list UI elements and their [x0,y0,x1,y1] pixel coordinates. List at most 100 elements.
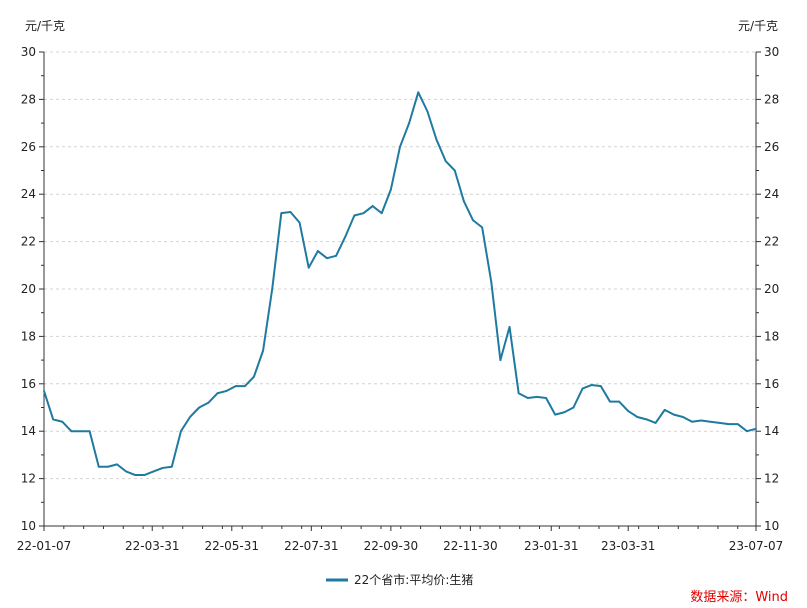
data-point [663,408,666,411]
data-point [654,422,657,424]
y-tick-label: 16 [764,377,779,391]
y-tick-label: 18 [764,329,779,343]
data-point [88,430,91,433]
data-point [280,212,283,215]
y-tick-label: 12 [21,472,36,486]
data-point [463,200,465,203]
data-point [362,212,365,215]
data-point [207,401,210,404]
data-point [116,463,118,466]
data-point [572,406,575,409]
data-point [326,257,328,260]
data-point [727,423,730,425]
y-tick-label: 14 [764,424,779,438]
data-point [554,413,557,416]
data-point [152,470,155,473]
source-note: 数据来源：Wind [690,590,788,605]
y-tick-label: 26 [764,140,779,154]
x-tick-label: 22-07-31 [284,539,338,553]
y-tick-label: 28 [764,92,779,106]
y-tick-label: 22 [21,235,36,249]
data-point [70,430,73,433]
data-point [298,221,301,224]
data-point [134,474,137,476]
y-tick-label: 26 [21,140,36,154]
data-point [490,280,493,283]
data-point [526,397,529,399]
data-point [636,416,639,418]
data-point [590,384,593,386]
x-tick-label: 23-01-31 [524,539,578,553]
series-layer [43,91,757,477]
data-point [499,359,502,361]
data-point [718,422,721,424]
data-point [618,400,620,403]
data-point [745,430,748,433]
y-tick-label: 10 [764,519,779,533]
data-point [627,410,630,412]
data-point [216,392,219,395]
x-tick-label: 22-05-31 [205,539,259,553]
data-point [125,470,128,473]
data-point [682,416,684,418]
data-point [198,406,201,409]
data-point [408,122,411,124]
data-point [271,288,274,290]
data-point [253,375,255,378]
y-tick-label: 24 [764,187,779,201]
y-tick-label: 20 [21,282,36,296]
data-point [691,420,693,423]
data-point [435,138,438,141]
data-point [399,145,401,148]
y-tick-label: 12 [764,472,779,486]
x-tick-label: 23-07-07 [729,539,783,553]
data-point [97,465,100,468]
data-point [508,326,511,328]
data-point [307,266,310,269]
y-axis-right: 10 12 14 16 18 20 22 24 26 28 30 [756,45,779,533]
data-point [755,427,757,430]
data-point [234,385,237,388]
data-point [353,214,356,217]
data-point [472,219,474,222]
data-point [444,160,447,162]
y-tick-label: 14 [21,424,36,438]
x-tick-label: 23-03-31 [601,539,655,553]
data-point [225,390,228,392]
y-axis-left: 10 12 14 16 18 20 22 24 26 28 30 [21,45,44,533]
data-point [736,423,739,425]
series-line [43,91,757,477]
y-tick-label: 30 [21,45,36,59]
data-point [170,465,173,468]
data-point [243,385,246,388]
y-tick-label: 22 [764,235,779,249]
y-tick-label: 24 [21,187,36,201]
x-tick-label: 22-11-30 [443,539,497,553]
x-tick-label: 22-03-31 [125,539,179,553]
data-point [599,385,602,388]
x-tick-label: 22-09-30 [364,539,418,553]
y-unit-right: 元/千克 [738,19,778,33]
data-point [481,226,484,229]
y-tick-label: 10 [21,519,36,533]
data-point [380,212,383,215]
y-unit-left: 元/千克 [25,19,65,33]
data-point [371,205,374,207]
grid [44,51,756,480]
data-point [262,349,264,352]
data-point [316,250,319,252]
y-tick-label: 28 [21,92,36,106]
data-point [143,474,146,476]
data-point [672,413,675,416]
data-point [545,397,547,399]
data-point [709,420,712,423]
data-point [609,400,611,403]
data-point [180,430,182,433]
data-point [536,395,538,398]
x-tick-label: 22-01-07 [17,539,71,553]
data-point [289,211,292,213]
data-point [52,418,55,421]
data-point [107,465,109,468]
data-point [453,169,456,172]
